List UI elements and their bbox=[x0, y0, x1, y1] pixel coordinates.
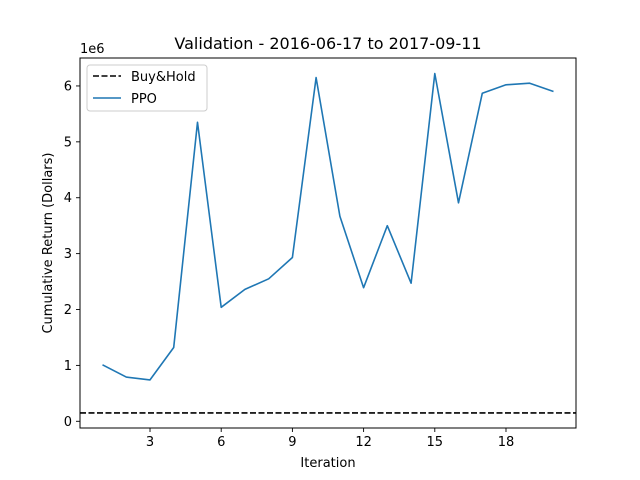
legend-label-buyhold: Buy&Hold bbox=[131, 70, 196, 85]
legend-label-ppo: PPO bbox=[131, 92, 157, 107]
y-tick-label: 6 bbox=[64, 79, 72, 94]
x-axis-label: Iteration bbox=[300, 456, 355, 471]
legend-box bbox=[86, 64, 208, 112]
axes-frame bbox=[79, 57, 577, 429]
y-axis-label: Cumulative Return (Dollars) bbox=[41, 152, 56, 333]
x-tick-label: 18 bbox=[498, 435, 515, 450]
x-tick-label: 15 bbox=[427, 435, 444, 450]
y-offset-label: 1e6 bbox=[80, 42, 105, 57]
legend: Buy&Hold PPO bbox=[86, 64, 208, 112]
y-tick-label: 2 bbox=[64, 303, 72, 318]
y-tick-label: 5 bbox=[64, 135, 72, 150]
x-tick-label: 6 bbox=[217, 435, 225, 450]
y-tick-label: 0 bbox=[64, 415, 72, 430]
x-tick-label: 12 bbox=[355, 435, 372, 450]
x-tick-label: 9 bbox=[288, 435, 296, 450]
plot-area bbox=[80, 72, 576, 414]
y-tick-label: 1 bbox=[64, 359, 72, 374]
y-axis: 0 1 2 3 4 5 6 bbox=[64, 79, 80, 430]
chart-title: Validation - 2016-06-17 to 2017-09-11 bbox=[174, 34, 481, 53]
y-tick-label: 4 bbox=[64, 191, 72, 206]
series-ppo-line bbox=[102, 72, 554, 381]
x-tick-label: 3 bbox=[146, 435, 154, 450]
x-axis: 3 6 9 12 15 18 bbox=[146, 428, 514, 450]
y-tick-label: 3 bbox=[64, 247, 72, 262]
